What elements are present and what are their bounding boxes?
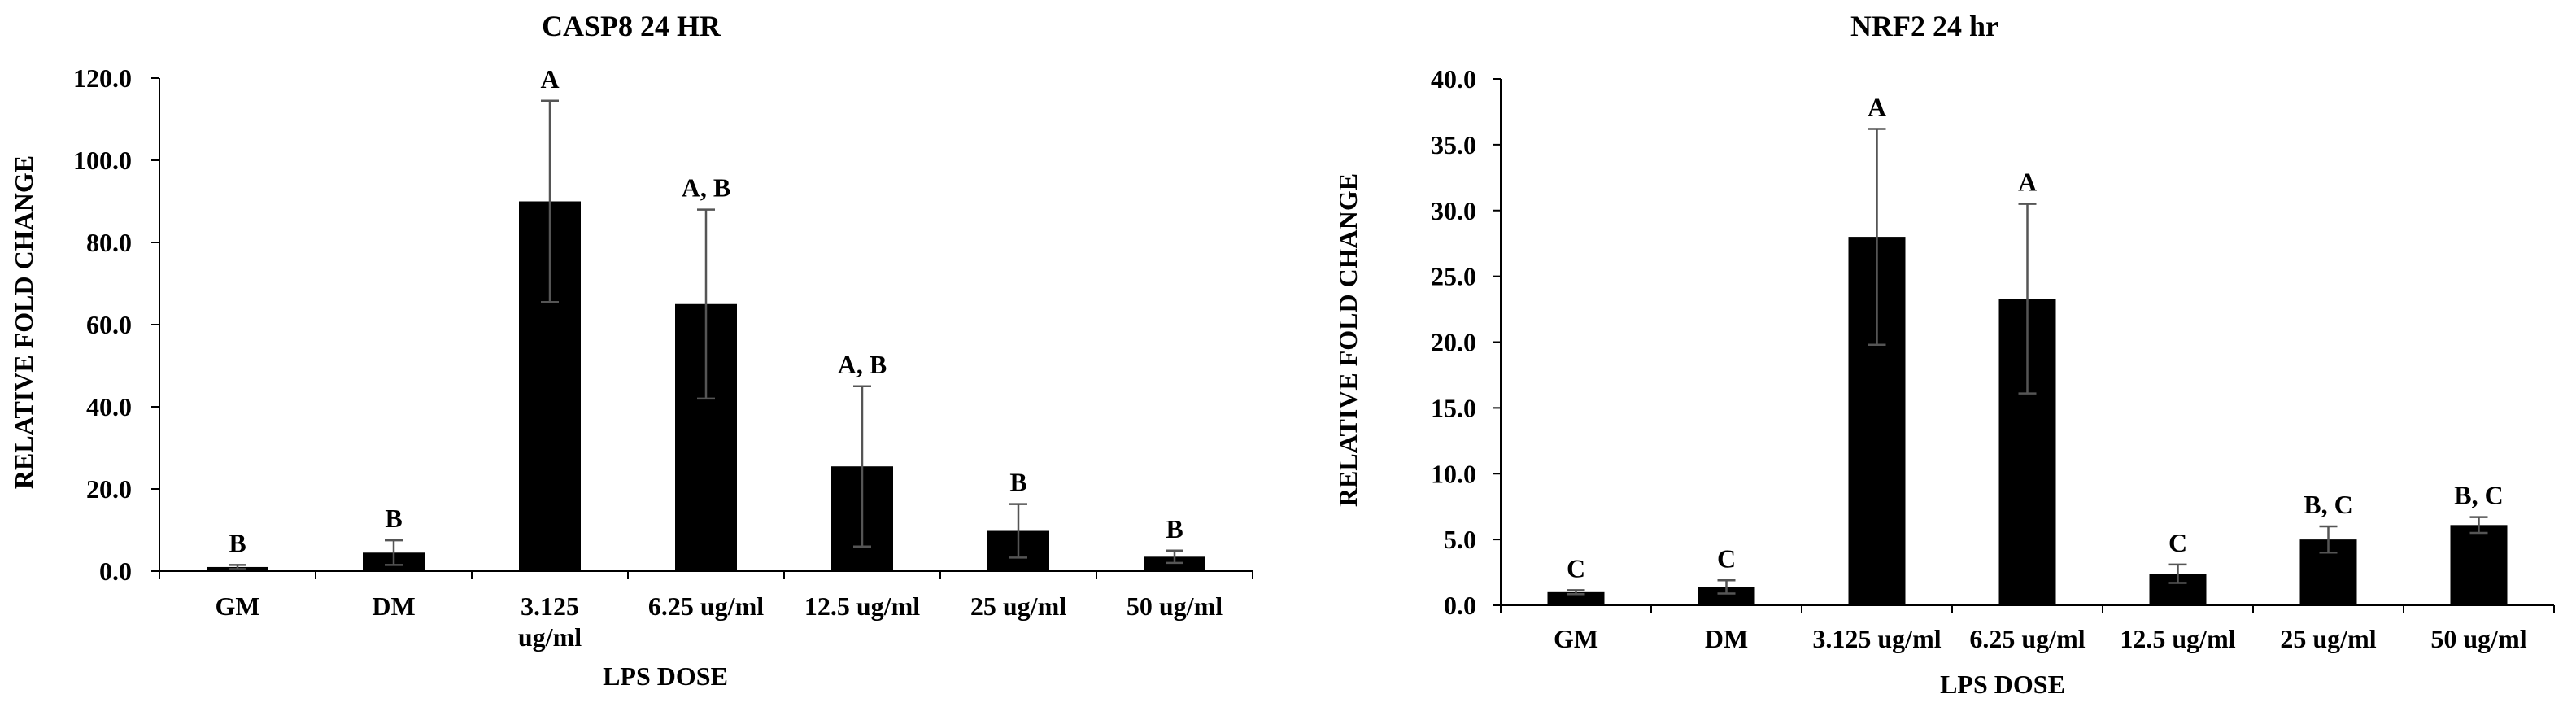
x-tick-label: GM bbox=[1554, 624, 1598, 653]
bar bbox=[1144, 556, 1205, 571]
significance-letter: B bbox=[1009, 468, 1026, 497]
y-tick-label: 120.0 bbox=[73, 63, 132, 93]
x-tick-label: 3.125 bbox=[521, 591, 579, 621]
casp8-chart: CASP8 24 HR 0.0 20.0 40.0 60.0 80.0 100.0 120.0… bbox=[9, 10, 1253, 691]
y-tick-label: 5.0 bbox=[1444, 525, 1476, 554]
y-tick-label: 25.0 bbox=[1431, 262, 1476, 291]
x-tick-label: 25 ug/ml bbox=[2280, 624, 2376, 653]
significance-letter: B, C bbox=[2454, 481, 2503, 510]
x-tick-label: 12.5 ug/ml bbox=[2120, 624, 2235, 653]
significance-letter: C bbox=[2168, 528, 2187, 557]
x-tick-label: 6.25 ug/ml bbox=[648, 591, 764, 621]
significance-letter: B, C bbox=[2304, 490, 2352, 519]
y-tick-label: 40.0 bbox=[1431, 64, 1476, 94]
significance-letter: A, B bbox=[838, 350, 887, 379]
y-axis-title: RELATIVE FOLD CHANGE bbox=[1333, 173, 1362, 507]
x-tick-label: DM bbox=[1705, 624, 1748, 653]
x-tick-label: 12.5 ug/ml bbox=[804, 591, 920, 621]
significance-letter: A bbox=[540, 64, 559, 94]
bar bbox=[2450, 525, 2508, 605]
y-axis-title: RELATIVE FOLD CHANGE bbox=[9, 155, 38, 489]
y-tick-label: 0.0 bbox=[1444, 591, 1476, 620]
significance-letter: C bbox=[1717, 543, 1736, 573]
y-tick-label: 80.0 bbox=[86, 228, 132, 257]
bar bbox=[1547, 591, 1605, 605]
y-tick-label: 0.0 bbox=[99, 556, 132, 586]
y-tick-label: 20.0 bbox=[1431, 328, 1476, 357]
significance-letter: B bbox=[229, 528, 246, 557]
x-tick-label: GM bbox=[215, 591, 259, 621]
x-axis-title: LPS DOSE bbox=[603, 661, 728, 691]
significance-letter: C bbox=[1567, 553, 1585, 583]
chart-title: CASP8 24 HR bbox=[542, 10, 721, 42]
x-tick-label: DM bbox=[372, 591, 415, 621]
bar bbox=[1698, 587, 1755, 605]
y-tick-label: 30.0 bbox=[1431, 196, 1476, 225]
nrf2-chart: NRF2 24 hr 0.0 5.0 10.0 15.0 20.0 25.0 30.0 35.0… bbox=[1333, 10, 2555, 699]
y-tick-label: 100.0 bbox=[73, 146, 132, 175]
chart-title: NRF2 24 hr bbox=[1850, 10, 1998, 42]
x-tick-label: ug/ml bbox=[518, 622, 582, 652]
x-tick-label: 3.125 ug/ml bbox=[1812, 624, 1941, 653]
x-tick-label: 50 ug/ml bbox=[2430, 624, 2526, 653]
y-tick-label: 60.0 bbox=[86, 310, 132, 339]
significance-letter: A bbox=[1868, 92, 1886, 121]
y-tick-label: 35.0 bbox=[1431, 130, 1476, 159]
x-axis-title: LPS DOSE bbox=[1940, 670, 2065, 699]
significance-letter: A, B bbox=[682, 173, 730, 203]
significance-letter: B bbox=[385, 504, 402, 533]
significance-letter: A bbox=[2018, 168, 2037, 197]
x-tick-label: 25 ug/ml bbox=[970, 591, 1066, 621]
x-tick-label: 6.25 ug/ml bbox=[1969, 624, 2085, 653]
y-tick-label: 40.0 bbox=[86, 392, 132, 421]
x-tick-label: 50 ug/ml bbox=[1127, 591, 1223, 621]
y-tick-label: 10.0 bbox=[1431, 459, 1476, 488]
significance-letter: B bbox=[1166, 514, 1183, 543]
y-tick-label: 20.0 bbox=[86, 474, 132, 504]
y-tick-label: 15.0 bbox=[1431, 393, 1476, 422]
